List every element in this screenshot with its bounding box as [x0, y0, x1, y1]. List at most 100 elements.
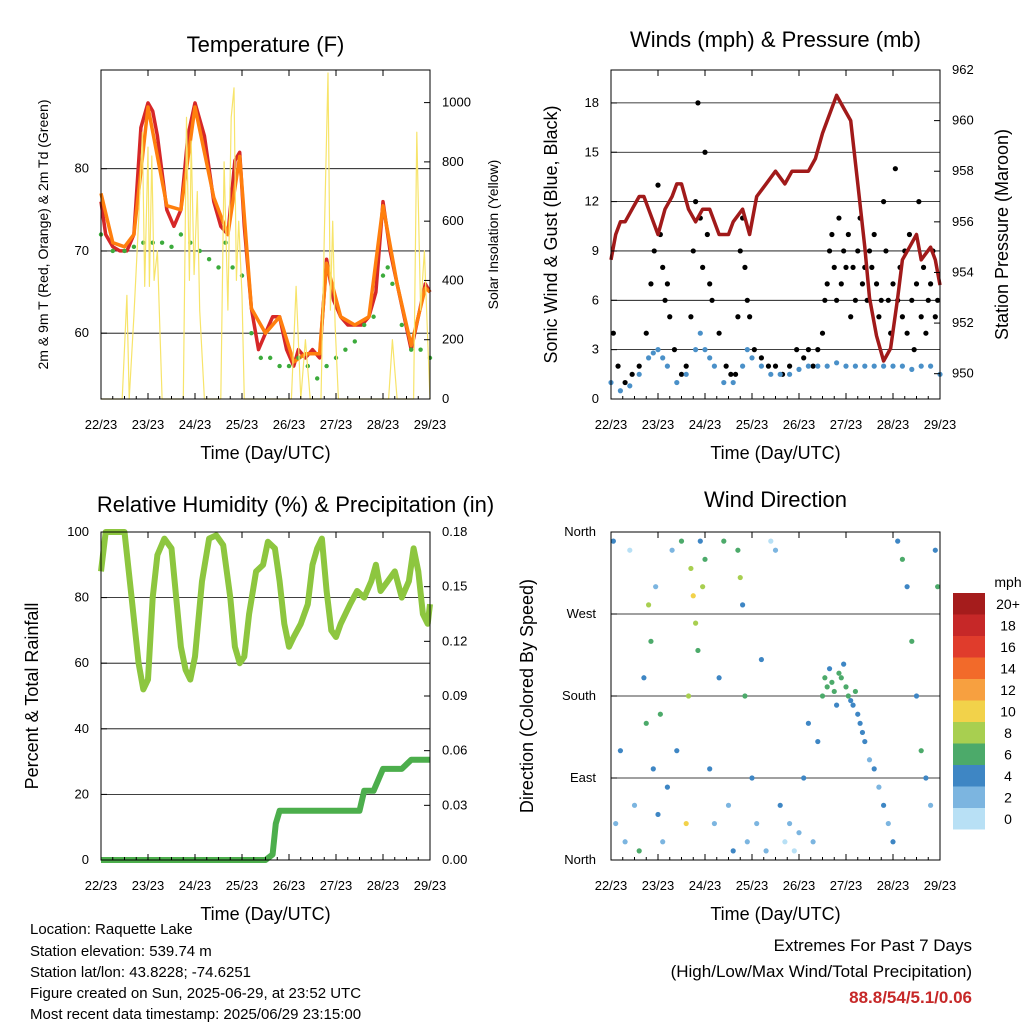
humidity-title: Relative Humidity (%) & Precipitation (i…: [97, 492, 494, 517]
direction-point: [716, 675, 722, 681]
winds-point: [772, 363, 779, 369]
winds-point: [796, 366, 802, 372]
speed-legend-label: 12: [1000, 682, 1016, 698]
winds-point: [932, 314, 938, 320]
winds-point: [690, 248, 696, 254]
direction-ytick-label: West: [567, 606, 597, 621]
direction-point: [700, 584, 706, 590]
direction-point: [744, 839, 750, 845]
temperature-ytick-label: 60: [75, 325, 89, 340]
humidity-series-line: [98, 529, 433, 693]
temperature-point: [371, 314, 376, 319]
direction-point: [636, 848, 642, 854]
direction-point: [763, 848, 769, 854]
direction-point: [791, 848, 797, 854]
winds-point: [742, 264, 748, 270]
humidity-xlabel: Time (Day/UTC): [200, 904, 330, 924]
direction-point: [650, 766, 656, 772]
speed-legend-swatch: [953, 722, 985, 744]
winds-point: [899, 314, 906, 320]
direction-point: [643, 720, 649, 726]
direction-point: [721, 538, 727, 544]
speed-legend-label: 8: [1004, 725, 1012, 741]
humidity-ylabel: Percent & Total Rainfall: [22, 603, 42, 790]
winds-ytick-label: 18: [585, 95, 599, 110]
speed-legend-swatch: [953, 808, 985, 830]
winds-point: [744, 347, 750, 353]
winds-point: [744, 297, 750, 303]
direction-ytick-label: North: [564, 852, 596, 867]
temperature-series-line: [99, 101, 432, 368]
direction-point: [777, 802, 783, 808]
direction-point: [881, 802, 887, 808]
direction-xtick-label: 22/23: [595, 878, 628, 893]
winds-point: [723, 363, 729, 369]
winds-point: [831, 264, 837, 270]
speed-legend-swatch: [953, 679, 985, 701]
direction-point: [749, 775, 755, 781]
direction-point: [824, 684, 830, 690]
temperature-point: [380, 273, 386, 278]
winds-title: Winds (mph) & Pressure (mb): [630, 27, 921, 52]
winds-point: [732, 371, 739, 377]
winds-point: [826, 248, 833, 254]
speed-legend-label: 20+: [996, 596, 1020, 612]
direction-xtick-label: 23/23: [642, 878, 675, 893]
winds-point: [819, 330, 826, 336]
direction-point: [918, 748, 924, 754]
temperature-xtick-label: 26/23: [273, 417, 306, 432]
speed-legend-swatch: [953, 593, 985, 615]
winds-xtick-label: 25/23: [736, 417, 769, 432]
extremes-title: Extremes For Past 7 Days: [773, 936, 972, 955]
winds-point: [866, 248, 873, 254]
temperature-point: [216, 265, 221, 270]
winds-point: [845, 231, 851, 238]
winds-point: [885, 297, 891, 303]
winds-point: [836, 215, 842, 221]
winds-xlabel: Time (Day/UTC): [710, 443, 840, 463]
winds-point: [810, 363, 816, 369]
winds-point: [906, 231, 913, 238]
panel-direction: 22/23 23/23 24/23 25/23 26/23 27/23 28/23 29/23…: [517, 487, 1022, 924]
temperature-xtick-label: 23/23: [132, 417, 165, 432]
temperature-point: [409, 347, 414, 352]
humidity-y2tick-label: 0.03: [442, 797, 467, 812]
speed-legend-label: 4: [1004, 768, 1012, 784]
winds-point: [787, 371, 793, 377]
direction-ytick-label: North: [564, 524, 596, 539]
direction-point: [829, 679, 835, 685]
extremes-values: 88.8/54/5.1/0.06: [849, 988, 972, 1007]
info-elevation: Station elevation: 539.74 m: [30, 943, 212, 960]
direction-point: [787, 820, 793, 827]
temperature-y2tick-label: 800: [442, 154, 464, 169]
winds-point: [881, 363, 887, 369]
humidity-xtick-label: 27/23: [320, 878, 353, 893]
info-recent: Most recent data timestamp: 2025/06/29 2…: [30, 1006, 362, 1023]
direction-point: [859, 729, 866, 736]
winds-point: [702, 149, 708, 155]
speed-legend-label: 14: [1000, 661, 1016, 677]
temperature-point: [169, 244, 174, 250]
winds-point: [909, 297, 915, 303]
direction-point: [653, 584, 659, 590]
temperature-xtick-label: 29/23: [414, 417, 447, 432]
winds-point: [664, 363, 671, 369]
direction-point: [685, 693, 692, 699]
winds-ytick-label: 9: [592, 243, 599, 258]
winds-point: [822, 297, 828, 303]
winds-point: [859, 281, 866, 287]
winds-series-0: [610, 100, 941, 386]
temperature-xtick-label: 28/23: [367, 417, 400, 432]
direction-point: [754, 820, 760, 827]
winds-point: [650, 350, 656, 356]
direction-xlabel: Time (Day/UTC): [710, 904, 840, 924]
direction-point: [697, 538, 703, 544]
winds-point: [916, 199, 922, 205]
winds-point: [805, 363, 812, 369]
direction-point: [928, 802, 934, 808]
winds-point: [700, 264, 706, 270]
direction-point: [742, 693, 748, 699]
speed-legend-label: 6: [1004, 747, 1012, 763]
temperature-y2tick-label: 200: [442, 332, 464, 347]
winds-point: [843, 264, 849, 270]
